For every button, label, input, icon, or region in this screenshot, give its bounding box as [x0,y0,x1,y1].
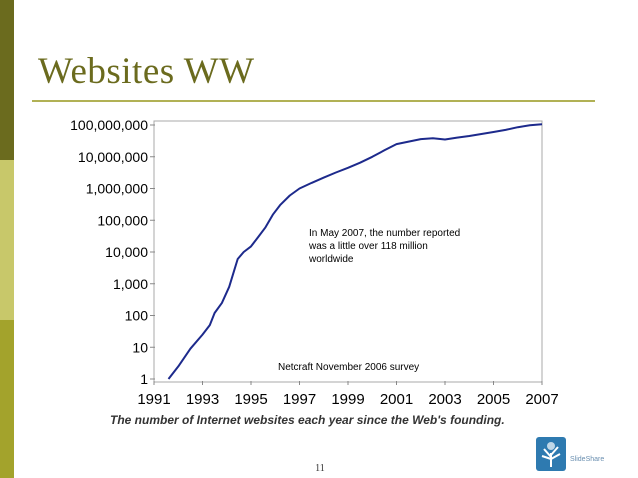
annotation-netcraft: Netcraft November 2006 survey [278,362,419,373]
plot-frame [153,120,543,383]
title-divider [32,100,595,102]
logo-text: SlideShare [570,456,605,463]
x-tick-label: 1993 [186,391,219,408]
y-tick-label: 10,000 [105,244,148,260]
x-tick-label: 1997 [283,391,316,408]
axis-ticks [150,124,543,385]
page-number: 11 [315,463,325,474]
x-tick-label: 1991 [137,391,170,408]
x-tick-label: 1995 [234,391,267,408]
y-tick-label: 10 [132,339,148,355]
series-line [167,123,543,380]
decor-bar-dark [0,0,14,160]
y-tick-label: 10,000,000 [78,149,148,165]
x-axis-labels: 1991 1993 1995 1997 1999 2001 2003 2005 2007 [137,391,558,408]
x-tick-label: 2005 [477,391,510,408]
y-tick-label: 1 [140,371,148,387]
chart-caption: The number of Internet websites each yea… [110,413,505,427]
y-tick-label: 100,000,000 [70,117,148,133]
slide-title: Websites WW [38,51,255,92]
y-tick-label: 1,000 [113,276,148,292]
websites-chart: 100,000,000 10,000,000 1,000,000 100,000 10,… [70,117,559,427]
tree-logo-icon [536,437,566,471]
x-tick-label: 1999 [331,391,364,408]
y-tick-label: 100 [125,308,149,324]
x-tick-label: 2001 [380,391,413,408]
y-axis-labels: 100,000,000 10,000,000 1,000,000 100,000 10,… [70,117,148,387]
y-tick-label: 100,000 [97,212,148,228]
decor-bar-light [0,160,14,320]
annotation-may-2007: In May 2007, the number reported was a li… [308,228,460,265]
decor-bar-olive [0,320,14,478]
y-tick-label: 1,000,000 [86,181,148,197]
x-tick-label: 2007 [525,391,558,408]
x-tick-label: 2003 [428,391,461,408]
